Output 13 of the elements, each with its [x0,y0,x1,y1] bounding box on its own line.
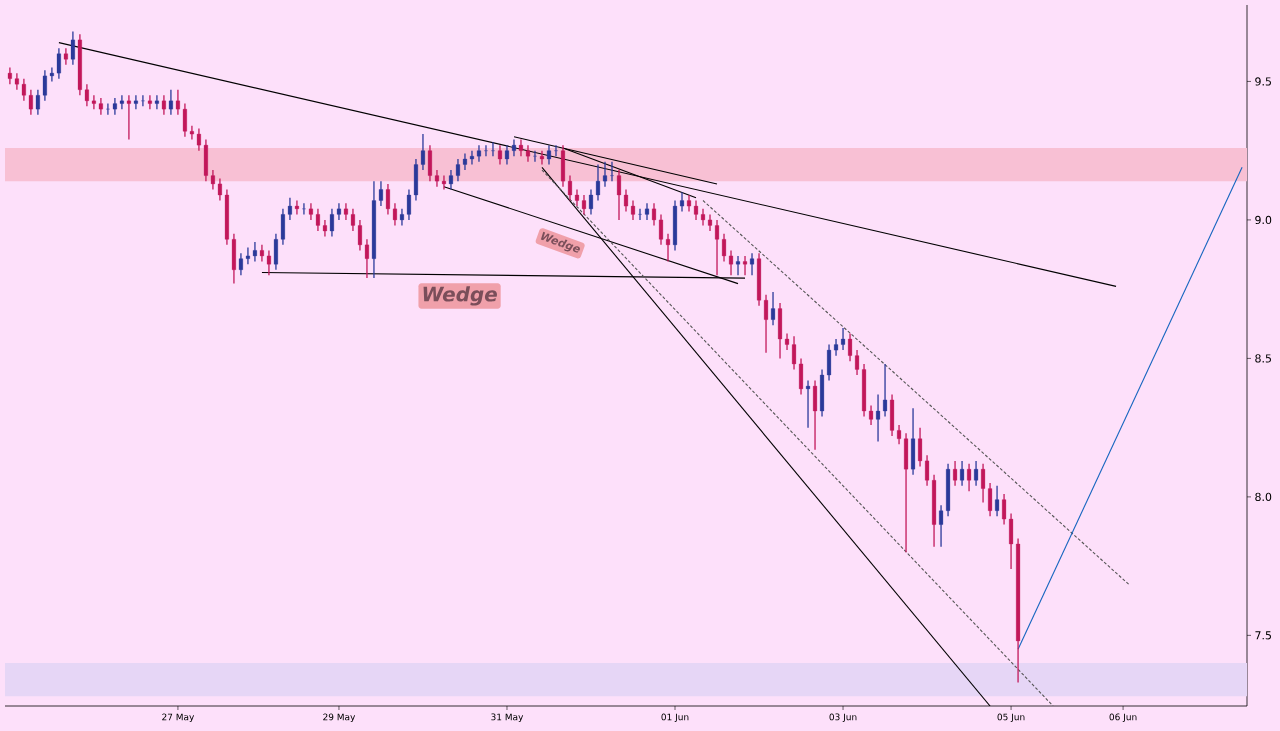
annotation: Wedge [423,286,497,306]
x-tick-label: 27 May [162,713,195,723]
x-tick-label: 01 Jun [661,713,689,722]
x-tick-label: 05 Jun [997,713,1025,722]
x-tick-label: 31 May [491,713,524,723]
y-tick-label: 9.5 [1255,77,1271,86]
y-tick-label: 7.5 [1255,631,1271,640]
x-tick-label: 06 Jun [1109,713,1137,722]
x-tick-label: 03 Jun [829,713,857,722]
y-tick-label: 8.0 [1255,492,1272,502]
x-tick-label: 29 May [323,713,356,723]
y-tick-label: 9.0 [1255,215,1272,225]
y-tick-label: 8.5 [1255,354,1271,363]
